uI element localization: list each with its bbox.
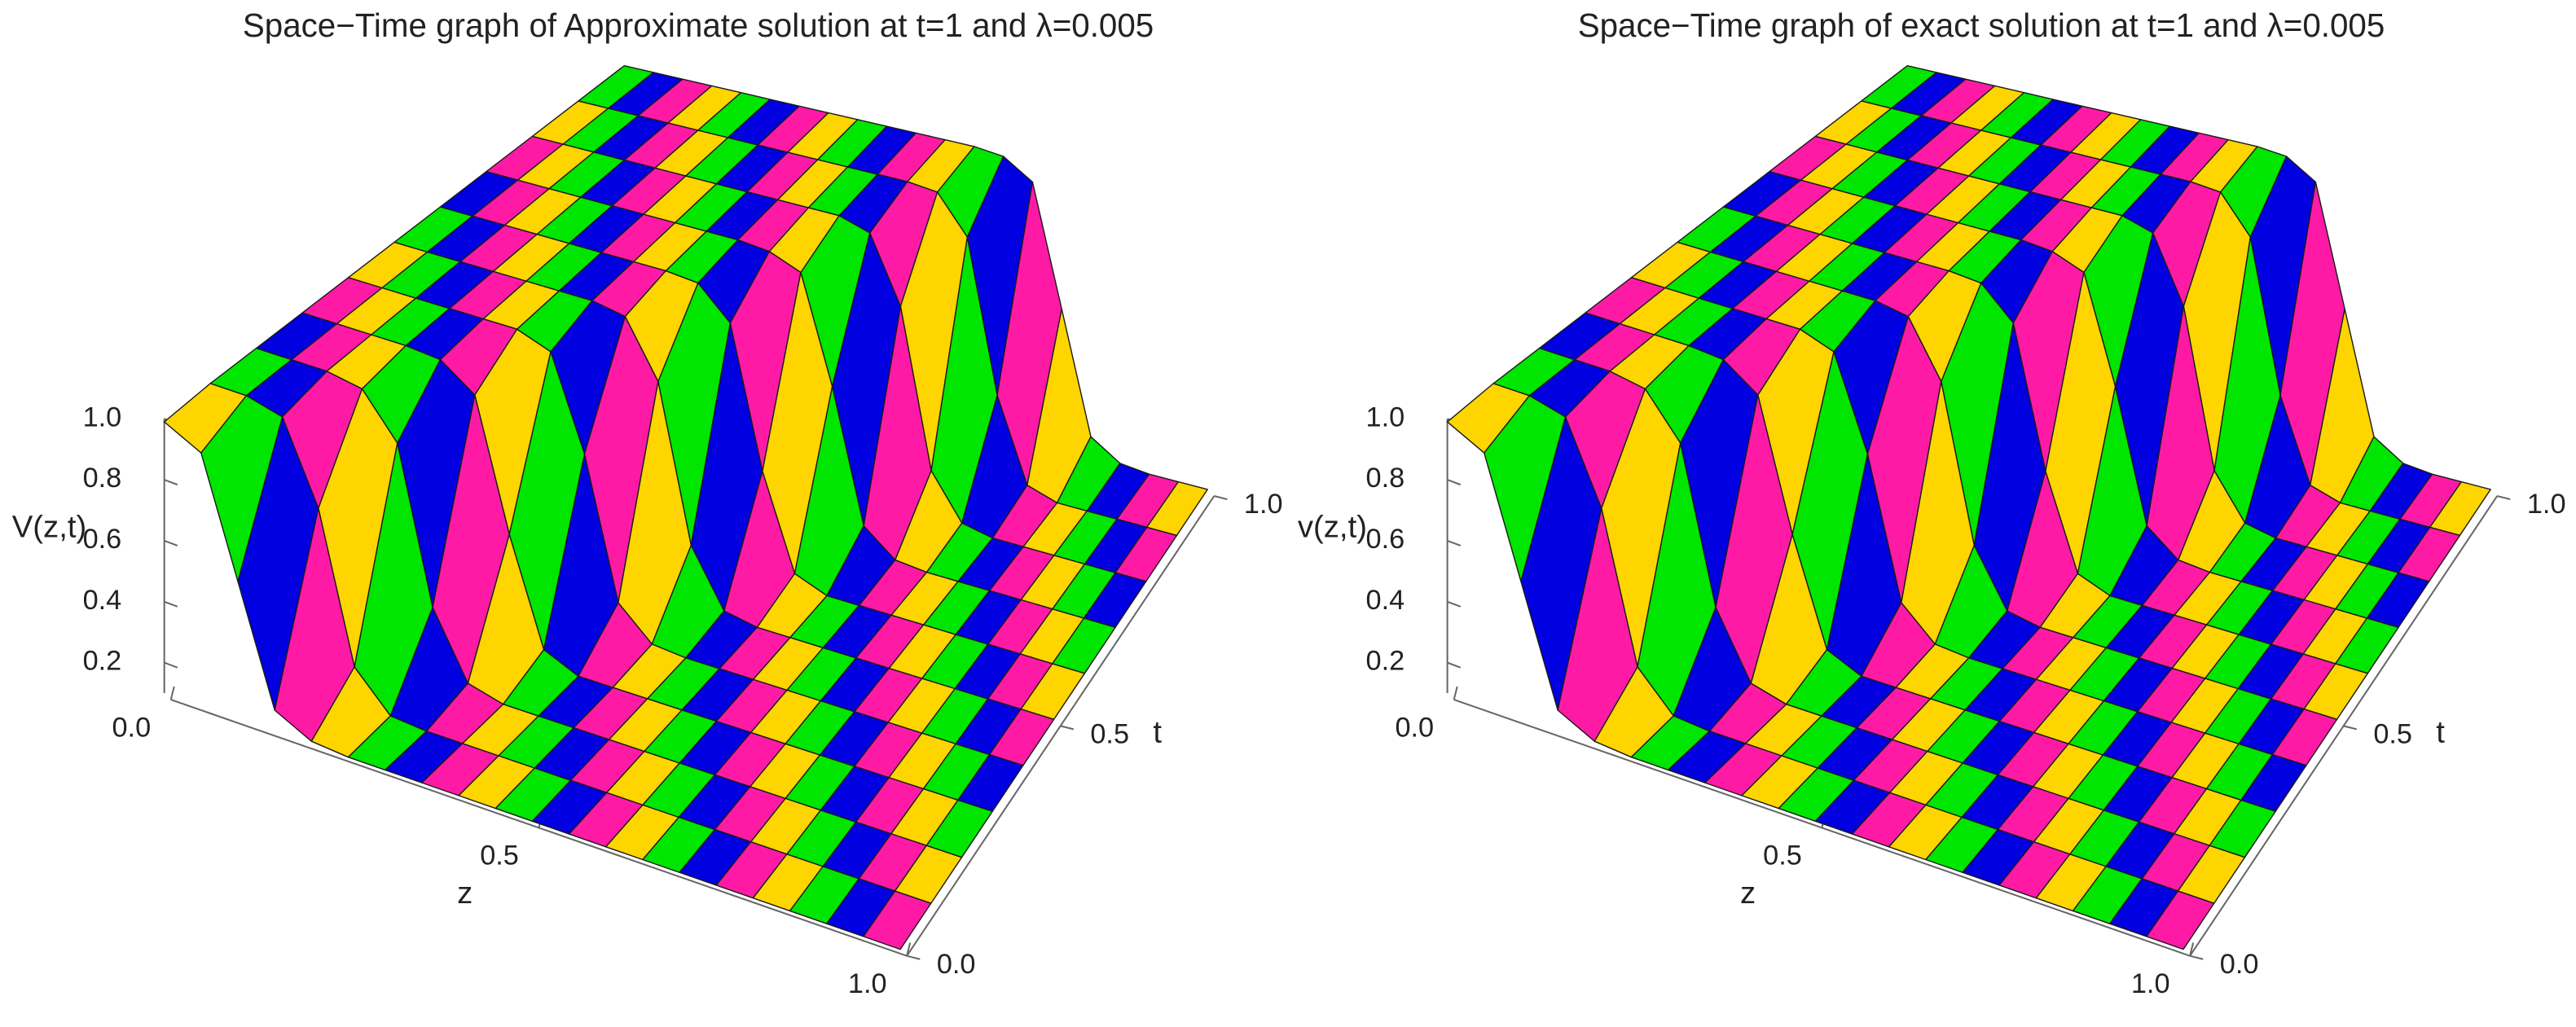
v-tick <box>164 600 178 608</box>
surface-cell <box>863 890 932 950</box>
v-tick-label: 0.6 <box>83 524 122 555</box>
z-tick-label: 0.0 <box>112 712 152 743</box>
v-tick <box>164 479 178 486</box>
t-tick <box>2343 725 2358 731</box>
t-tick-label: 1.0 <box>1244 489 1283 520</box>
t-tick <box>906 955 921 960</box>
z-tick <box>1453 686 1458 700</box>
t-axis-label: t <box>2436 715 2445 750</box>
v-tick-label: 0.6 <box>1366 524 1405 555</box>
t-tick-label: 0.0 <box>937 949 976 980</box>
v-tick <box>1447 600 1462 608</box>
z-tick-label: 1.0 <box>848 968 887 999</box>
v-tick <box>1447 539 1462 546</box>
z-tick-label: 0.0 <box>1395 712 1434 743</box>
v-tick-label: 0.8 <box>83 463 122 494</box>
v-tick-label: 1.0 <box>83 402 122 432</box>
v-axis-label: v(z,t) <box>1298 509 1367 544</box>
t-tick <box>2189 955 2204 960</box>
z-tick <box>169 686 175 700</box>
t-axis-label: t <box>1153 715 1162 750</box>
v-tick <box>1447 479 1462 486</box>
v-tick-label: 0.8 <box>1366 463 1405 494</box>
v-tick-label: 0.2 <box>1366 646 1405 677</box>
v-tick <box>1447 661 1462 669</box>
t-tick <box>2496 495 2511 501</box>
z-tick <box>906 942 912 956</box>
chart-title: Space−Time graph of exact solution at t=… <box>1578 7 2385 44</box>
t-tick-label: 0.0 <box>2220 949 2259 980</box>
v-axis-label: V(z,t) <box>12 509 86 544</box>
z-tick-label: 1.0 <box>2131 968 2170 999</box>
chart-title: Space−Time graph of Approximate solution… <box>243 7 1154 44</box>
v-tick-label: 0.4 <box>1366 585 1405 616</box>
z-tick-label: 0.5 <box>1763 840 1802 871</box>
t-tick-label: 1.0 <box>2527 489 2566 520</box>
t-tick-label: 0.5 <box>1090 719 1129 750</box>
z-axis-label: z <box>1740 876 1756 911</box>
surface-plot: Space−Time graph of exact solution at t=… <box>1298 7 2566 999</box>
z-axis-label: z <box>457 876 473 911</box>
z-tick <box>2189 942 2195 956</box>
t-tick <box>1060 725 1075 731</box>
v-tick-label: 1.0 <box>1366 402 1405 432</box>
v-tick <box>164 539 178 546</box>
v-tick <box>164 661 178 669</box>
z-tick-label: 0.5 <box>480 840 519 871</box>
v-tick-label: 0.4 <box>83 585 122 616</box>
surface-plot: Space−Time graph of Approximate solution… <box>12 7 1283 999</box>
surface-cell <box>2146 890 2215 950</box>
t-tick <box>1214 495 1228 501</box>
t-tick-label: 0.5 <box>2373 719 2412 750</box>
v-tick-label: 0.2 <box>83 646 122 677</box>
